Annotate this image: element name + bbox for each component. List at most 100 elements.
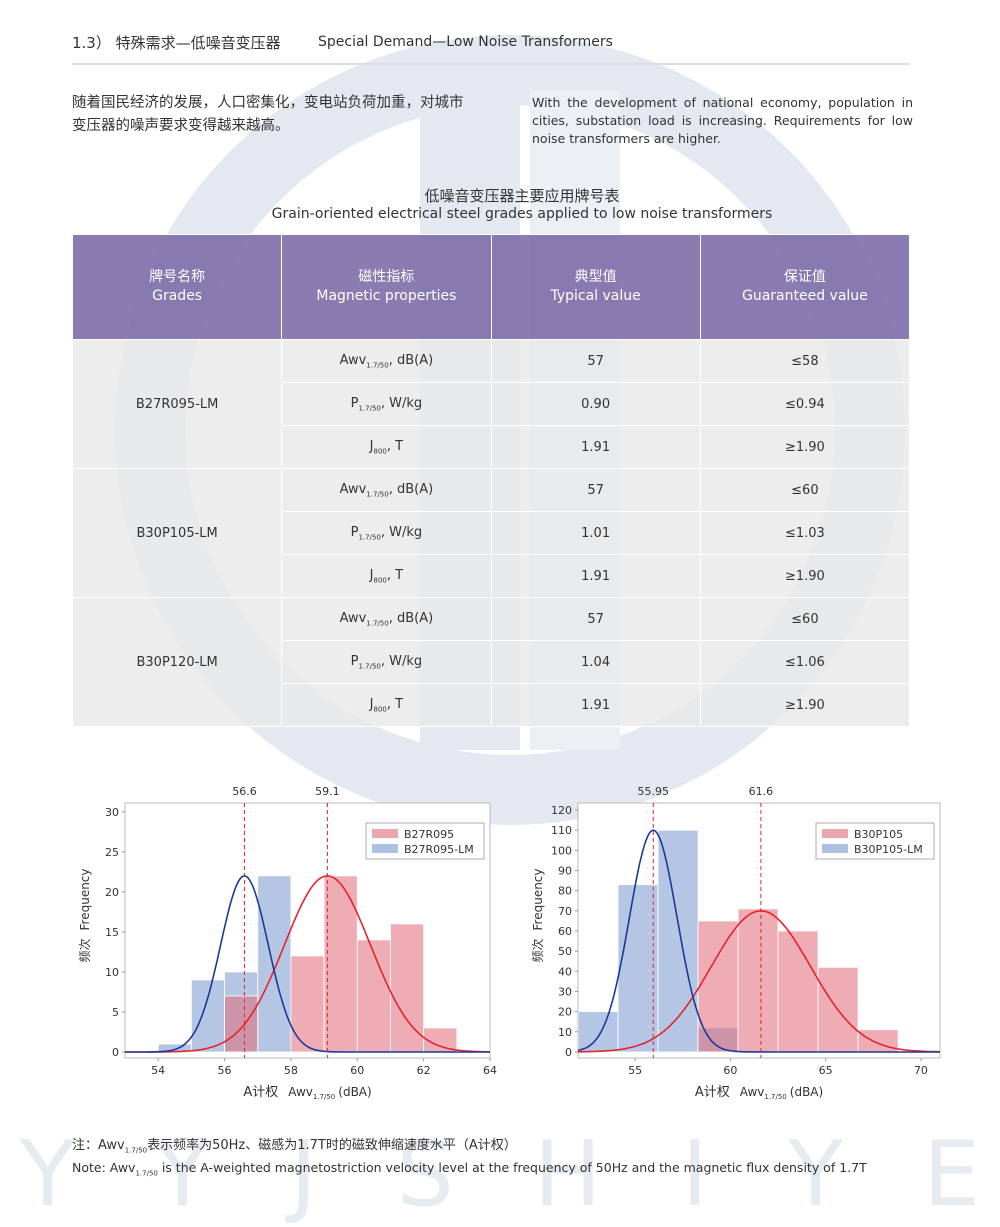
note-sub: 1.7/50: [124, 1146, 148, 1155]
hist-bar: [356, 939, 391, 1053]
y-label-en: Frequency: [531, 868, 545, 930]
x-label-name: Awv: [740, 1085, 765, 1099]
property-cell: Awv1.7/50, dB(A): [281, 597, 492, 641]
plot: [578, 829, 940, 1053]
row: P1.7/50, W/kg 0.90 ≤0.94: [73, 382, 911, 426]
header-title-en: Special Demand—Low Noise Transformers: [318, 34, 613, 50]
grade-cell: B27R095-LM: [71, 339, 283, 469]
hist-bar: [257, 875, 292, 1053]
header-cell: 磁性指标 Magnetic properties: [281, 234, 492, 340]
guaranteed-cell: ≥1.90: [699, 554, 911, 598]
legend-label: B27R095: [404, 828, 454, 841]
x-tick-label: 56: [218, 1064, 232, 1077]
property-unit: , W/kg: [380, 395, 423, 411]
guaranteed-cell: ≤60: [699, 597, 911, 641]
property-unit: , T: [386, 567, 404, 583]
legend-label: B27R095-LM: [404, 843, 474, 856]
legend-label: B30P105-LM: [854, 843, 923, 856]
note-sub: 1.7/50: [135, 1169, 158, 1178]
row: J800, T 1.91 ≥1.90: [73, 554, 911, 598]
grade-cell: B30P120-LM: [71, 597, 283, 727]
property-name: J: [369, 438, 374, 454]
x-axis-label: A计权 Awv1.7/50 (dBA): [243, 1084, 371, 1101]
hist-bar: [578, 1011, 619, 1053]
x-label-unit: (dBA): [790, 1085, 823, 1099]
property-sub: 1.7/50: [358, 662, 381, 671]
guaranteed-cell: ≥1.90: [699, 683, 911, 727]
row: P1.7/50, W/kg 1.04 ≤1.06: [73, 640, 911, 684]
header-zh: 磁性指标: [358, 269, 415, 285]
hist-bar: [617, 884, 659, 1053]
intro-zh: 随着国民经济的发展，人口密集化，变电站负荷加重，对城市变压器的噪声要求变得越来越…: [72, 95, 464, 134]
y-tick-label: 10: [558, 1026, 572, 1039]
table-wrap: 牌号名称 Grades 磁性指标 Magnetic properties 典型值 Typi…: [71, 234, 911, 727]
property-sub: 800: [373, 705, 387, 714]
fit-curve: [578, 909, 940, 1053]
property-unit: , W/kg: [380, 653, 423, 669]
y-axis-label: 频次 Frequency: [531, 868, 545, 962]
guaranteed-cell: ≤58: [699, 339, 911, 383]
intro-en: With the development of national economy…: [532, 95, 913, 146]
legend-label: B30P105: [854, 828, 903, 841]
property-cell: J800, T: [281, 683, 492, 727]
guaranteed-cell: ≤1.06: [699, 640, 911, 684]
property-cell: Awv1.7/50, dB(A): [281, 339, 492, 383]
guaranteed-cell: ≤1.03: [699, 511, 911, 555]
note-en: Note: Awv1.7/50 is the A-weighted magnet…: [72, 1160, 867, 1178]
typical-cell: 57: [490, 339, 701, 383]
y-tick-label: 50: [558, 945, 572, 958]
property-sub: 1.7/50: [358, 533, 381, 542]
plot: [125, 875, 490, 1053]
table-title-zh: 低噪音变压器主要应用牌号表: [424, 187, 620, 205]
typical-cell: 1.91: [490, 554, 701, 598]
x-label-unit: (dBA): [338, 1085, 371, 1099]
x-tick-label: 70: [914, 1064, 928, 1077]
row: B27R095-LM Awv1.7/50, dB(A) 57 ≤58: [71, 339, 911, 469]
property-cell: P1.7/50, W/kg: [281, 511, 492, 555]
guaranteed-cell: ≤0.94: [699, 382, 911, 426]
y-tick-label: 30: [105, 806, 119, 819]
property-name: P: [350, 524, 359, 540]
hist-bar: [224, 995, 259, 1053]
x-label-zh: A计权: [243, 1084, 278, 1100]
y-tick-label: 0: [565, 1046, 572, 1059]
header-title-zh: 1.3） 特殊需求—低噪音变压器: [72, 34, 281, 52]
property-unit: , T: [386, 438, 404, 454]
x-tick-label: 65: [819, 1064, 833, 1077]
header-row: 牌号名称 Grades 磁性指标 Magnetic properties 典型值 Typi…: [71, 234, 911, 340]
property-name: P: [350, 653, 359, 669]
typical-cell: 1.91: [490, 683, 701, 727]
y-tick-label: 25: [105, 846, 119, 859]
x-label-sub: 1.7/50: [313, 1093, 335, 1101]
y-tick-label: 80: [558, 885, 572, 898]
y-tick-label: 120: [551, 804, 572, 817]
property-name: J: [369, 567, 374, 583]
property-unit: , dB(A): [388, 610, 434, 626]
hist-bar: [657, 829, 699, 1053]
property-name: J: [369, 696, 374, 712]
header-en: Magnetic properties: [316, 288, 457, 304]
header-zh: 牌号名称: [149, 269, 206, 285]
hist-bar: [697, 920, 739, 1053]
header-cell: 牌号名称 Grades: [71, 234, 283, 340]
mean-label: 59.1: [315, 785, 340, 798]
y-tick-label: 20: [558, 1006, 572, 1019]
y-tick-label: 15: [105, 926, 119, 939]
header-zh: 典型值: [574, 269, 617, 285]
y-tick-label: 30: [558, 985, 572, 998]
y-tick-label: 20: [105, 886, 119, 899]
y-tick-label: 100: [551, 844, 572, 857]
property-cell: Awv1.7/50, dB(A): [281, 468, 492, 512]
property-unit: , T: [386, 696, 404, 712]
header-cell: 典型值 Typical value: [490, 234, 701, 340]
property-sub: 1.7/50: [366, 619, 389, 628]
x-tick-label: 64: [483, 1064, 497, 1077]
legend-swatch: [372, 844, 398, 853]
y-tick-label: 10: [105, 966, 119, 979]
y-tick-label: 70: [558, 905, 572, 918]
x-tick-label: 55: [628, 1064, 642, 1077]
x-label-name: Awv: [288, 1085, 313, 1099]
hist-bar: [423, 1027, 458, 1053]
